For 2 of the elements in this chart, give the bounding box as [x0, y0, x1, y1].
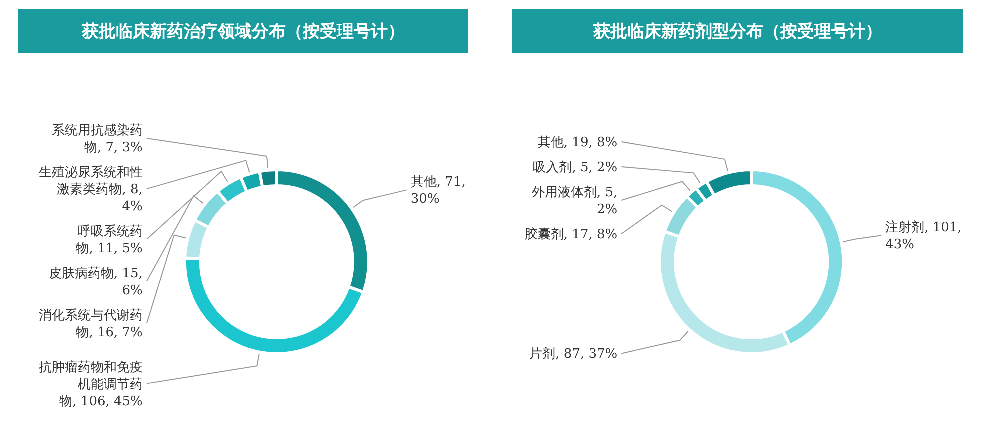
- chart-title: 获批临床新药治疗领域分布（按受理号计）: [80, 22, 405, 42]
- chart-title: 获批临床新药剂型分布（按受理号计）: [592, 22, 882, 42]
